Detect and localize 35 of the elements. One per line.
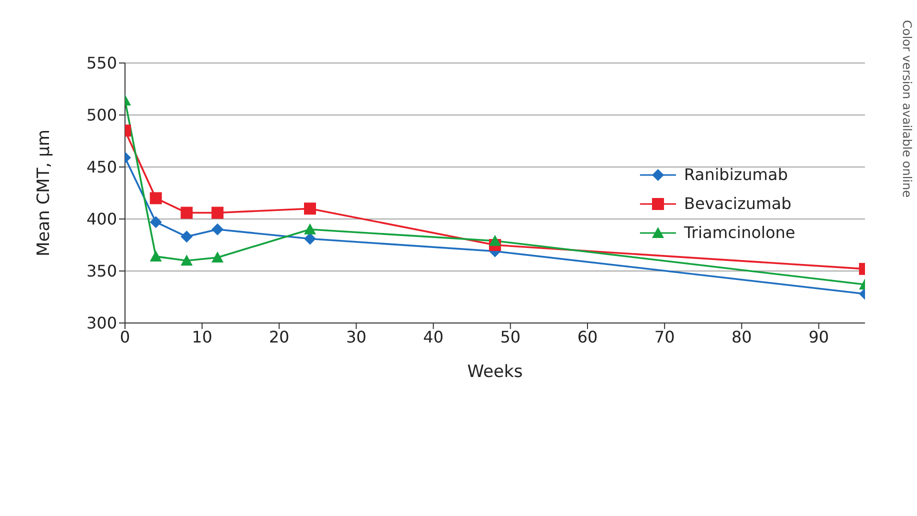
text: Color version available online [900, 20, 914, 198]
x-tick-label: 50 [500, 327, 521, 346]
x-tick-label: 90 [808, 327, 829, 346]
x-tick-label: 60 [577, 327, 598, 346]
point [180, 206, 193, 219]
point [150, 216, 162, 228]
x-tick-label: 20 [268, 327, 290, 346]
y-tick-label: 300 [86, 314, 117, 333]
point [150, 250, 162, 262]
point [150, 192, 162, 204]
y-tick-label: 550 [86, 54, 117, 73]
x-tick-label: 70 [654, 327, 675, 346]
x-axis-title: Weeks [467, 362, 523, 382]
y-axis-title: Mean CMT, µm [34, 130, 54, 256]
point [304, 223, 316, 234]
point [212, 223, 224, 236]
x-tick-label: 80 [731, 327, 752, 346]
point [212, 251, 224, 262]
x-tick-label: 40 [423, 327, 444, 346]
legend-label: Ranibizumab [684, 165, 788, 184]
x-tick-label: 30 [346, 327, 366, 346]
legend-label: Triamcinolone [684, 223, 796, 242]
point [212, 206, 224, 219]
point [304, 202, 316, 215]
point [180, 254, 193, 266]
y-tick-label: 500 [86, 106, 117, 125]
point [304, 232, 316, 245]
point [180, 230, 193, 243]
x-tick-label: 10 [192, 327, 212, 346]
x-tick-label: 0 [120, 327, 130, 346]
y-tick-label: 400 [86, 210, 117, 229]
y-tick-label: 450 [86, 158, 117, 177]
legend-label: Bevacizumab [684, 194, 792, 213]
point [489, 234, 501, 246]
y-tick-label: 350 [86, 262, 117, 281]
